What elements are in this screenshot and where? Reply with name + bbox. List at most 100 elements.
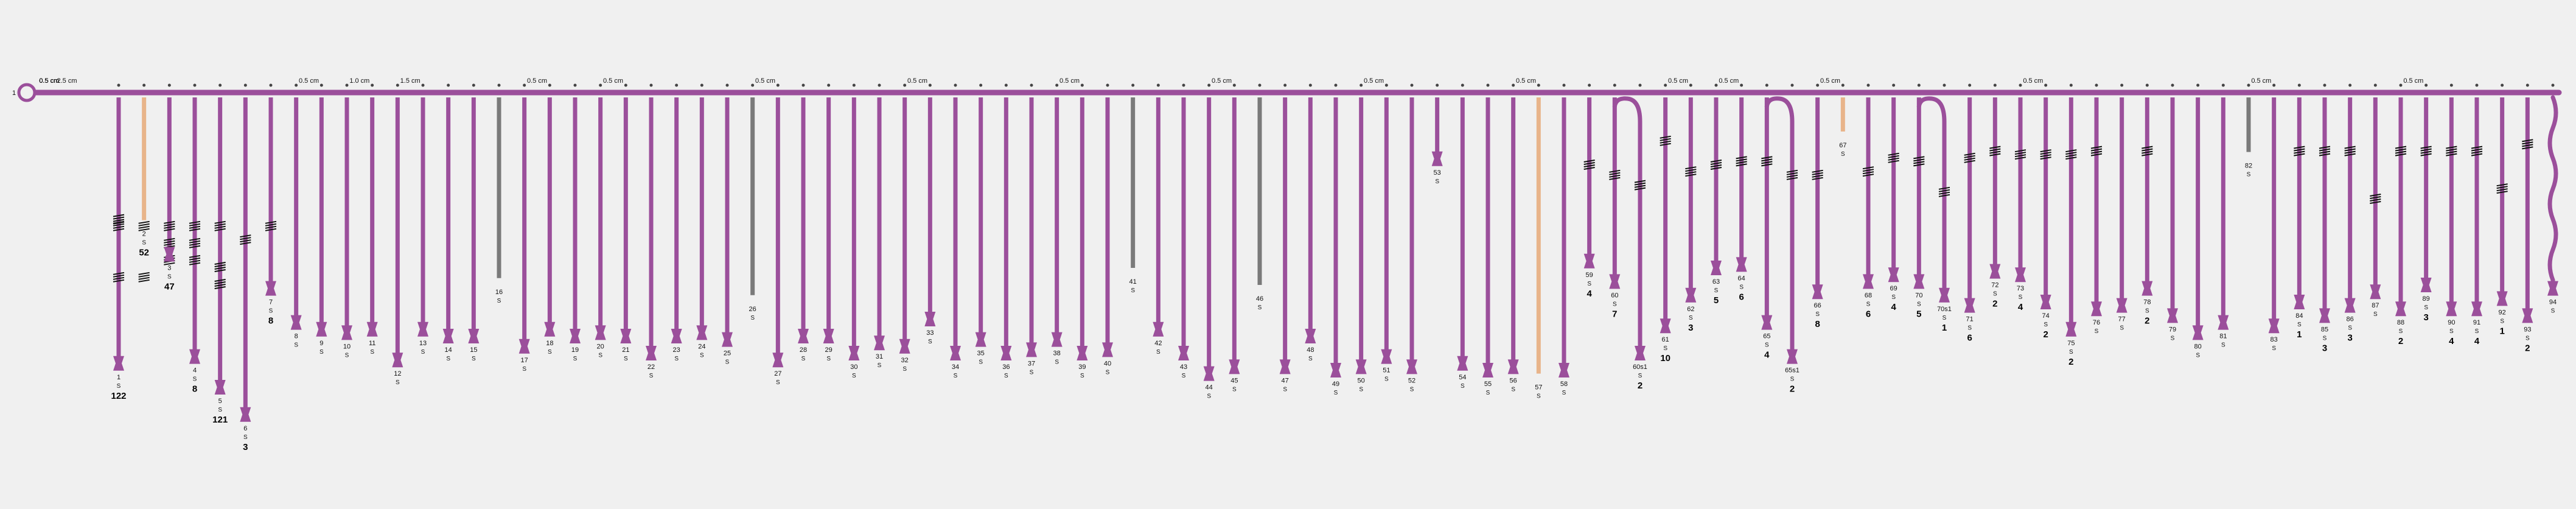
cord-number: 23 [673,346,680,354]
cord-side: S [1156,349,1161,356]
knot-cluster [240,234,251,245]
pendant-cord: 70s1 S 1 [1916,83,1952,333]
cord-number: 52 [1408,377,1415,384]
attachment-dot [2399,83,2403,87]
cord-end-tassel [1000,346,1012,360]
cord-number: 16 [495,289,503,296]
cord-side: S [1739,284,1744,290]
cord-side: S [750,315,755,321]
attachment-dot [396,83,399,87]
cord-number: 56 [1510,377,1517,384]
cord-value: 2 [1638,381,1642,391]
cord-side: S [573,356,578,362]
pendant-cord: 55 S [1482,83,1493,396]
spacing-label: 1.0 cm [349,77,369,85]
pendant-cord: 77 S [2116,83,2127,332]
pendant-cord: 46S [1256,83,1263,311]
pendant-cord: 88 S2 [2395,83,2407,346]
knot-cluster [1812,169,1823,180]
attachment-dot [2475,83,2479,87]
cord-end-tassel [1559,363,1569,377]
spacing-label: 0.5 cm [39,77,59,85]
cord-number: 73 [2017,285,2024,292]
cord-end-tassel [1457,356,1468,371]
pendant-cord: 73 S4 [2014,83,2026,312]
cord-end-tassel [1964,298,1975,313]
knot-cluster [2065,149,2077,160]
attachment-dot [1030,83,1033,87]
cord-side: S [1917,301,1921,307]
cord-side: S [1182,373,1186,379]
attachment-dot [979,83,983,87]
attachment-dot [472,83,475,87]
cord-side: S [218,407,222,413]
cord-end-tassel [1685,287,1697,303]
cord-end-tassel [1660,318,1671,334]
cord-side: S [142,240,146,247]
attachment-dot [2069,83,2073,87]
cord-end-tassel [1229,359,1240,374]
knot-cluster [189,220,201,231]
pendant-cord: 25 S [722,83,733,366]
cord-end-tassel [2116,298,2127,313]
pendant-cord: 57 S [1535,83,1542,400]
cord-side: S [2323,335,2327,342]
attachment-dot [2120,83,2124,87]
pendant-cord: 26 S [749,83,756,321]
cord-side: S [826,356,831,362]
cord-side: S [2221,342,2225,349]
knot-cluster [1964,152,1975,163]
cord-side: S [1080,373,1084,379]
knot-cluster [214,279,226,289]
pendant-cord: 81 S [2218,83,2229,349]
cord-value: 8 [1815,319,1820,329]
cord-end-tassel [671,329,682,343]
cord-side: S [2272,345,2276,352]
cord-side: S [497,298,501,304]
cord-number: 42 [1154,340,1162,347]
cord-number: 32 [901,357,909,364]
cord-number: 2 [142,231,146,238]
pendant-cord: 54 S [1457,83,1468,390]
cord-end-tassel [950,346,961,360]
attachment-dot [2551,83,2555,87]
attachment-dot [218,83,222,87]
cord-number: 57 [1535,384,1542,391]
attachment-dot [1765,83,1768,87]
spacing-label: 0.5 cm [1364,77,1384,85]
knot-cluster [1786,169,1798,180]
attachment-dot [1486,83,1490,87]
cord-number: 92 [2499,309,2506,316]
cord-number: 63 [1712,278,1720,286]
attachment-dot [1384,83,1388,87]
pendant-cord: 93 S2 [2522,83,2533,353]
cord-side: S [2069,349,2073,356]
cord-side: S [1993,291,1997,298]
cord-number: 55 [1484,381,1492,388]
cord-side: S [1511,386,1515,393]
knot-cluster [2141,146,2153,156]
attachment-dot [447,83,450,87]
cord-side: S [1004,373,1008,379]
cord-number: 28 [800,346,807,354]
knot-cluster [2370,194,2381,204]
spacing-label: 0.5 cm [907,77,927,85]
pendant-cord: 23 S [671,83,682,362]
pendant-cord: 69 S4 [1888,83,1899,312]
pendant-cord: 36 S [1000,83,1012,379]
cord-number: 51 [1383,367,1390,374]
attachment-dot [1993,83,1997,87]
cord-number: 83 [2271,336,2278,343]
attachment-dot [2373,83,2377,87]
cord-side: S [1308,356,1313,362]
pendant-cord: 56 S [1507,83,1519,393]
cord-end-tassel [2446,301,2457,317]
cord-number: 62 [1687,306,1694,313]
cord-side: S [2399,328,2403,335]
cord-number: 78 [2143,299,2151,306]
subsidiary-cord-stroke [1612,96,1642,356]
pendant-cord: 34 S [950,83,961,379]
cord-number: 22 [647,363,655,371]
pendant-cord: 48 S [1305,83,1316,362]
cord-number: 29 [825,346,832,354]
